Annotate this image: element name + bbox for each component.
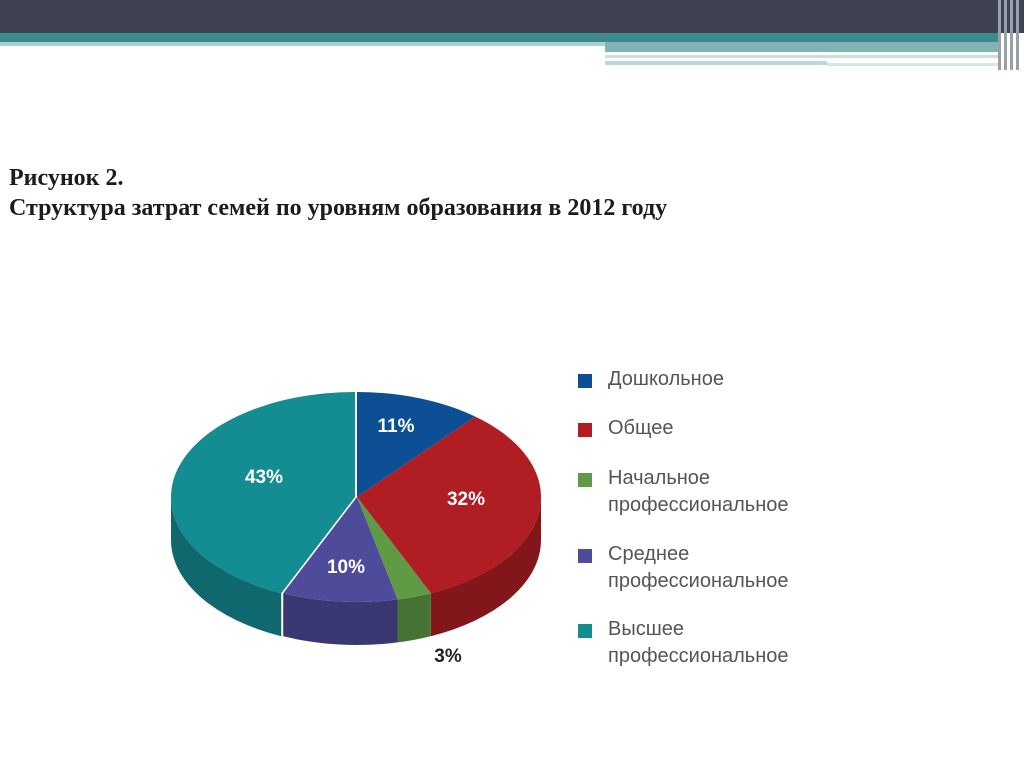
legend-label: Высшее профессиональное <box>608 618 789 667</box>
slide-header-accent-line <box>827 63 1000 66</box>
pie-slices <box>170 392 541 602</box>
legend-label: Начальное профессиональное <box>608 467 789 516</box>
legend-label: Среднее профессиональное <box>608 543 789 592</box>
slide-header-accent-block <box>605 42 1000 52</box>
figure-caption: Рисунок 2. Структура затрат семей по уро… <box>9 163 909 223</box>
legend-swatch <box>578 374 592 388</box>
pie-data-label: 43% <box>245 467 283 488</box>
pie-slice <box>170 392 355 594</box>
figure-title: Структура затрат семей по уровням образо… <box>9 195 668 221</box>
pie-data-label: 32% <box>447 489 485 510</box>
pie-data-label: 3% <box>434 646 462 667</box>
slide-header-accent-line <box>0 42 605 46</box>
pie-slice-side <box>283 593 398 645</box>
pie-slice-side <box>397 593 431 643</box>
pie-side-walls <box>171 497 541 645</box>
pie-slice <box>357 416 541 594</box>
pie-slice <box>283 497 398 602</box>
legend-label: Общее <box>608 417 674 439</box>
pie-slice <box>357 497 431 600</box>
legend-swatch <box>578 423 592 437</box>
legend-label: Дошкольное <box>608 368 724 390</box>
legend-swatch <box>578 624 592 638</box>
pie-slice-side <box>430 497 541 637</box>
slide-header-band <box>0 33 1000 42</box>
legend-swatch <box>578 549 592 563</box>
slide-header-bar <box>0 0 1024 33</box>
pie-data-label: 11% <box>378 416 415 437</box>
pie-slice <box>357 392 476 497</box>
pie-value-labels: 11% 32% 3% 10% 43% <box>245 416 485 667</box>
pie-slice-side <box>171 497 282 637</box>
slide-header-accent-line <box>605 55 1000 58</box>
legend-swatch <box>578 473 592 487</box>
slide-corner-stripes <box>996 0 1024 70</box>
pie-data-label: 10% <box>327 557 365 578</box>
slide-header-accent-line <box>605 61 827 65</box>
figure-number: Рисунок 2. <box>9 165 124 191</box>
